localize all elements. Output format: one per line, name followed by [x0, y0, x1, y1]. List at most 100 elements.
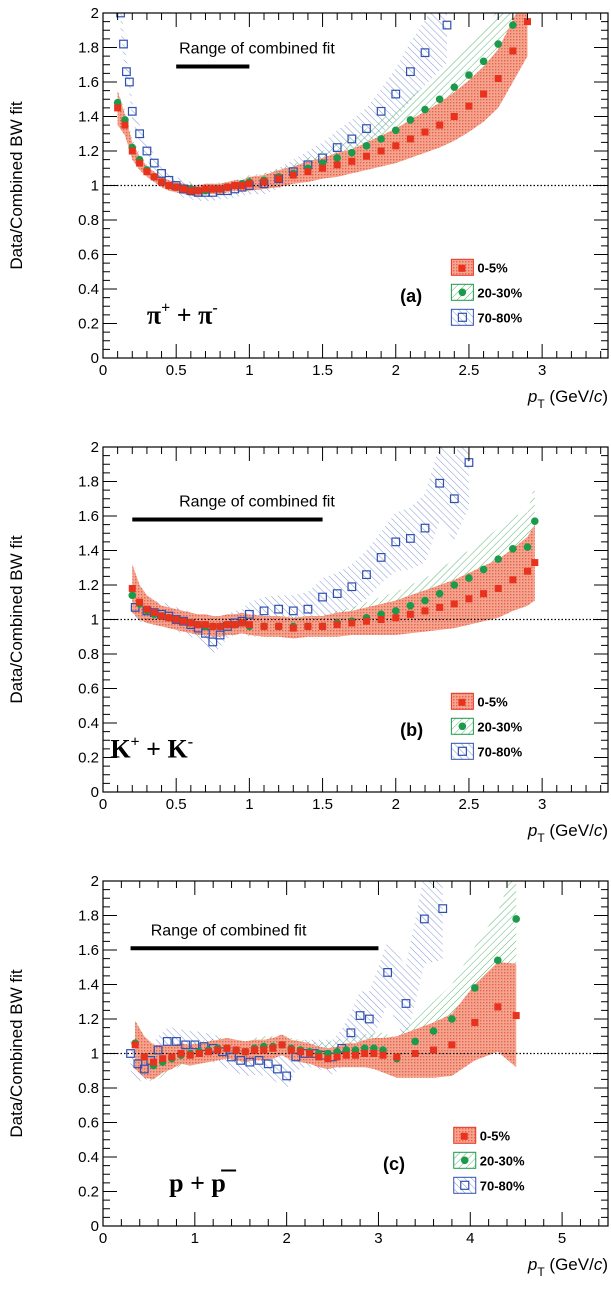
point-0-5% — [319, 164, 327, 172]
point-0-5% — [143, 605, 151, 613]
plot-area — [103, 881, 608, 1090]
x-tick-label: 1.5 — [312, 796, 333, 813]
x-axis-title-sub: T — [537, 831, 545, 845]
x-tick-label: 3 — [538, 796, 546, 813]
point-0-5% — [494, 75, 502, 83]
point-0-5% — [241, 1048, 249, 1056]
particle-base-2: π — [198, 301, 212, 330]
y-tick-label: 1.4 — [78, 977, 99, 994]
point-70-80% — [273, 1064, 282, 1074]
y-tick-label: 1.4 — [78, 543, 99, 560]
point-70-80% — [236, 1055, 246, 1065]
y-tick-label: 0.4 — [78, 281, 99, 298]
point-0-5% — [361, 1050, 369, 1057]
point-70-80% — [303, 604, 313, 614]
point-0-5% — [260, 622, 268, 630]
y-tick-label: 0.8 — [78, 646, 99, 663]
point-0-5% — [494, 584, 502, 592]
point-0-5% — [448, 1041, 456, 1049]
point-0-5% — [342, 1051, 350, 1059]
x-axis-title-close: ) — [602, 387, 608, 406]
y-tick-label: 1.8 — [78, 908, 99, 925]
legend-label: 0-5% — [480, 1128, 511, 1143]
particle-sup-1: + — [131, 734, 140, 751]
y-tick-label: 2 — [91, 5, 99, 22]
point-70-80% — [362, 570, 371, 580]
point-70-80% — [119, 39, 128, 49]
point-70-80% — [362, 124, 371, 133]
point-0-5% — [238, 182, 246, 189]
x-axis-title-c: c — [594, 1255, 603, 1274]
point-70-80% — [405, 534, 415, 543]
y-tick-label: 0 — [91, 784, 99, 801]
y-tick-label: 0.8 — [78, 1080, 99, 1097]
point-70-80% — [142, 146, 152, 156]
point-0-5% — [494, 1003, 502, 1011]
y-tick-label: 0.4 — [78, 715, 99, 732]
point-0-5% — [214, 1046, 222, 1054]
point-70-80% — [245, 1057, 255, 1067]
x-tick-label: 1 — [245, 796, 253, 813]
point-0-5% — [231, 621, 239, 629]
point-70-80% — [139, 1064, 149, 1074]
legend-label: 20-30% — [477, 285, 522, 300]
point-20-30% — [435, 95, 444, 104]
point-70-80% — [449, 494, 459, 504]
y-tick-label: 0.2 — [78, 750, 99, 767]
y-tick-label: 0 — [91, 1218, 99, 1235]
point-0-5% — [296, 1048, 304, 1056]
point-0-5% — [251, 1046, 258, 1054]
x-tick-label: 1 — [191, 1230, 199, 1247]
point-0-5% — [406, 135, 414, 143]
band-0-5% — [132, 524, 535, 639]
point-0-5% — [128, 584, 136, 592]
legend-marker — [460, 1132, 468, 1140]
y-tick-label: 0.6 — [78, 681, 99, 698]
point-70-80% — [420, 523, 430, 533]
point-0-5% — [304, 168, 312, 176]
x-axis-title-p: p — [527, 1255, 537, 1274]
point-70-80% — [157, 169, 166, 178]
point-0-5% — [319, 622, 327, 630]
point-20-30% — [362, 142, 371, 150]
point-0-5% — [421, 128, 429, 136]
point-0-5% — [223, 621, 231, 629]
y-tick-label: 2 — [91, 439, 99, 456]
point-70-80% — [401, 999, 411, 1008]
point-20-30% — [450, 581, 459, 589]
point-0-5% — [275, 622, 283, 630]
x-tick-label: 1 — [245, 362, 253, 379]
point-0-5% — [136, 159, 144, 167]
point-0-5% — [450, 600, 458, 608]
x-tick-label: 0.5 — [166, 796, 187, 813]
x-tick-label: 0.5 — [166, 362, 187, 379]
x-tick-label: 2.5 — [459, 796, 480, 813]
point-0-5% — [333, 161, 341, 169]
point-0-5% — [150, 173, 158, 181]
y-tick-label: 1 — [91, 178, 99, 195]
point-70-80% — [215, 630, 225, 640]
x-axis-title-close: ) — [602, 821, 608, 840]
y-tick-label: 0.2 — [78, 316, 99, 333]
point-20-30% — [465, 574, 473, 582]
point-20-30% — [509, 544, 517, 553]
point-20-30% — [531, 517, 539, 525]
point-70-80% — [364, 1014, 374, 1024]
x-axis-title-unit: (GeV/ — [545, 1255, 594, 1274]
y-tick-label: 1.6 — [78, 942, 99, 959]
particle-sup-1: + — [161, 300, 170, 317]
point-20-30% — [435, 589, 444, 598]
x-axis-title-sub: T — [537, 397, 545, 411]
point-70-80% — [291, 1052, 301, 1062]
point-0-5% — [209, 622, 217, 630]
point-0-5% — [362, 617, 370, 625]
point-70-80% — [181, 1040, 191, 1050]
point-70-80% — [420, 48, 430, 58]
point-70-80% — [405, 67, 415, 77]
point-0-5% — [231, 182, 239, 189]
point-70-80% — [172, 1037, 181, 1046]
y-tick-label: 1.8 — [78, 474, 99, 491]
y-tick-label: 0 — [91, 350, 99, 367]
point-70-80% — [391, 89, 401, 99]
y-tick-label: 1.6 — [78, 508, 99, 525]
